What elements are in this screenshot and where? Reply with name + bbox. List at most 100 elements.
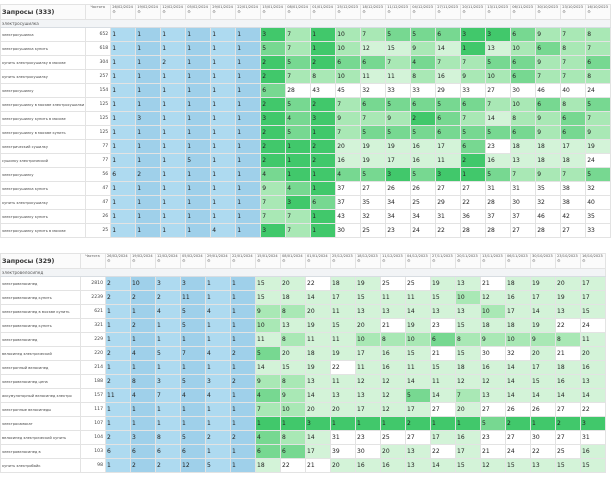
gear-icon[interactable]: ⚙ <box>482 258 486 263</box>
gear-icon[interactable]: ⚙ <box>337 9 341 14</box>
query-cell[interactable]: купить электробайк <box>0 458 81 473</box>
date-header[interactable]: 18/12/2023 ⚙ <box>355 253 381 269</box>
date-header[interactable]: 05/02/2024 ⚙ <box>185 4 212 20</box>
gear-icon[interactable]: ⚙ <box>407 258 411 263</box>
query-cell[interactable]: электросушилку <box>0 83 87 98</box>
query-cell[interactable]: купить электросушилку <box>0 195 87 210</box>
date-header[interactable]: 30/10/2023 ⚙ <box>535 4 562 20</box>
date-header[interactable]: 29/01/2024 ⚙ <box>210 4 237 20</box>
query-cell[interactable]: электрический сушилку <box>0 139 87 154</box>
date-header[interactable]: 19/02/2024 ⚙ <box>130 253 156 269</box>
gear-icon[interactable]: ⚙ <box>387 9 391 14</box>
query-cell[interactable]: электросушилку в москве электросушилки <box>0 97 87 112</box>
gear-icon[interactable]: ⚙ <box>162 9 166 14</box>
query-cell[interactable]: электровелосипед купить <box>0 318 81 333</box>
date-header[interactable]: 19/02/2024 ⚙ <box>135 4 162 20</box>
gear-icon[interactable]: ⚙ <box>507 258 511 263</box>
gear-icon[interactable]: ⚙ <box>582 258 586 263</box>
date-header[interactable]: 06/11/2023 ⚙ <box>510 4 537 20</box>
date-header[interactable]: 25/12/2023 ⚙ <box>330 253 356 269</box>
query-cell[interactable]: велосипед электрический <box>0 346 81 361</box>
date-header[interactable]: 13/11/2023 ⚙ <box>485 4 512 20</box>
gear-icon[interactable]: ⚙ <box>332 258 336 263</box>
query-cell[interactable]: электросушилку купить <box>0 209 87 224</box>
gear-icon[interactable]: ⚙ <box>287 9 291 14</box>
query-cell[interactable]: сушилку электрический <box>0 153 87 168</box>
gear-icon[interactable]: ⚙ <box>232 258 236 263</box>
gear-icon[interactable]: ⚙ <box>282 258 286 263</box>
gear-icon[interactable]: ⚙ <box>107 258 111 263</box>
query-cell[interactable]: электросушилка <box>0 27 87 42</box>
date-header[interactable]: 08/01/2024 ⚙ <box>280 253 306 269</box>
query-cell[interactable]: купить электросушилку <box>0 69 87 84</box>
date-header[interactable]: 16/10/2023 ⚙ <box>585 4 612 20</box>
gear-icon[interactable]: ⚙ <box>182 258 186 263</box>
frequency-header[interactable]: Частота <box>85 4 112 20</box>
date-header[interactable]: 20/11/2023 ⚙ <box>460 4 487 20</box>
date-header[interactable]: 11/12/2023 ⚙ <box>380 253 406 269</box>
date-header[interactable]: 29/01/2024 ⚙ <box>205 253 231 269</box>
gear-icon[interactable]: ⚙ <box>532 258 536 263</box>
query-cell[interactable]: электросушилка купить <box>0 181 87 196</box>
gear-icon[interactable]: ⚙ <box>207 258 211 263</box>
query-cell[interactable]: электросушилку в москве купить <box>0 125 87 140</box>
date-header[interactable]: 26/02/2024 ⚙ <box>110 4 137 20</box>
query-cell[interactable]: электронные велосипеды <box>0 402 81 417</box>
query-cell[interactable]: электровелосипед в <box>0 444 81 459</box>
date-header[interactable]: 08/01/2024 ⚙ <box>285 4 312 20</box>
query-cell[interactable]: электровелосипед <box>0 276 81 291</box>
date-header[interactable]: 23/10/2023 ⚙ <box>555 253 581 269</box>
panel-title[interactable]: Запросы (333) <box>0 4 87 20</box>
gear-icon[interactable]: ⚙ <box>212 9 216 14</box>
query-cell[interactable]: электровелосипед в москве купить <box>0 304 81 319</box>
gear-icon[interactable]: ⚙ <box>487 9 491 14</box>
date-header[interactable]: 15/01/2024 ⚙ <box>255 253 281 269</box>
query-cell[interactable]: электровелосипед купить <box>0 290 81 305</box>
date-header[interactable]: 27/11/2023 ⚙ <box>435 4 462 20</box>
date-header[interactable]: 18/12/2023 ⚙ <box>360 4 387 20</box>
date-header[interactable]: 23/10/2023 ⚙ <box>560 4 587 20</box>
gear-icon[interactable]: ⚙ <box>237 9 241 14</box>
panel-title[interactable]: Запросы (329) <box>0 253 81 269</box>
frequency-header[interactable]: Частота <box>80 253 106 269</box>
date-header[interactable]: 13/11/2023 ⚙ <box>480 253 506 269</box>
gear-icon[interactable]: ⚙ <box>557 258 561 263</box>
gear-icon[interactable]: ⚙ <box>187 9 191 14</box>
gear-icon[interactable]: ⚙ <box>412 9 416 14</box>
query-cell[interactable]: электросушилку купить в москве <box>0 223 87 238</box>
date-header[interactable]: 15/01/2024 ⚙ <box>260 4 287 20</box>
query-cell[interactable]: электросушилку <box>0 167 87 182</box>
date-header[interactable]: 22/01/2024 ⚙ <box>230 253 256 269</box>
gear-icon[interactable]: ⚙ <box>537 9 541 14</box>
gear-icon[interactable]: ⚙ <box>137 9 141 14</box>
date-header[interactable]: 16/10/2023 ⚙ <box>580 253 606 269</box>
date-header[interactable]: 04/12/2023 ⚙ <box>405 253 431 269</box>
date-header[interactable]: 11/12/2023 ⚙ <box>385 4 412 20</box>
gear-icon[interactable]: ⚙ <box>132 258 136 263</box>
gear-icon[interactable]: ⚙ <box>432 258 436 263</box>
gear-icon[interactable]: ⚙ <box>357 258 361 263</box>
gear-icon[interactable]: ⚙ <box>462 9 466 14</box>
gear-icon[interactable]: ⚙ <box>457 258 461 263</box>
query-cell[interactable]: электросушилку купить в москве <box>0 111 87 126</box>
date-header[interactable]: 12/02/2024 ⚙ <box>160 4 187 20</box>
date-header[interactable]: 05/02/2024 ⚙ <box>180 253 206 269</box>
gear-icon[interactable]: ⚙ <box>312 9 316 14</box>
gear-icon[interactable]: ⚙ <box>157 258 161 263</box>
gear-icon[interactable]: ⚙ <box>587 9 591 14</box>
gear-icon[interactable]: ⚙ <box>257 258 261 263</box>
date-header[interactable]: 12/02/2024 ⚙ <box>155 253 181 269</box>
date-header[interactable]: 01/01/2024 ⚙ <box>305 253 331 269</box>
date-header[interactable]: 04/12/2023 ⚙ <box>410 4 437 20</box>
query-cell[interactable]: электросамокат <box>0 416 81 431</box>
query-cell[interactable]: аккумуляторный велосипед электро <box>0 388 81 403</box>
date-header[interactable]: 22/01/2024 ⚙ <box>235 4 262 20</box>
gear-icon[interactable]: ⚙ <box>362 9 366 14</box>
date-header[interactable]: 06/11/2023 ⚙ <box>505 253 531 269</box>
gear-icon[interactable]: ⚙ <box>307 258 311 263</box>
gear-icon[interactable]: ⚙ <box>437 9 441 14</box>
query-cell[interactable]: велосипед электрический купить <box>0 430 81 445</box>
date-header[interactable]: 25/12/2023 ⚙ <box>335 4 362 20</box>
gear-icon[interactable]: ⚙ <box>112 9 116 14</box>
date-header[interactable]: 01/01/2024 ⚙ <box>310 4 337 20</box>
